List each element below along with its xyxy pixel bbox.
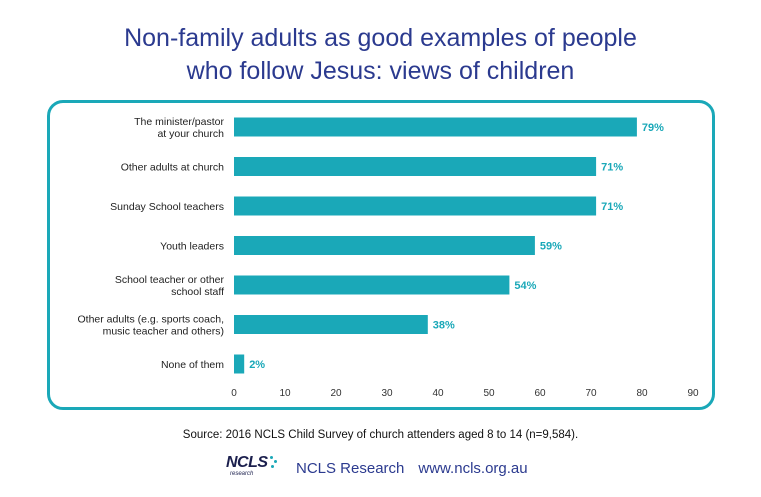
category-label: Other adults at church (121, 162, 224, 174)
category-label: music teacher and others) (103, 326, 224, 338)
category-label: School teacher or other (115, 274, 225, 286)
source-note: Source: 2016 NCLS Child Survey of church… (182, 429, 579, 441)
logo-subtext: research (230, 471, 254, 477)
bar (234, 117, 637, 137)
logo-wordmark: NCLS (226, 454, 268, 471)
category-label: The minister/pastor (134, 116, 224, 128)
x-tick-label: 60 (534, 388, 546, 399)
bar-value-label: 71% (601, 201, 623, 213)
logo-dot (270, 456, 273, 459)
chart-title-line-1: Non-family adults as good examples of pe… (124, 24, 637, 52)
bar-value-label: 2% (249, 359, 265, 371)
category-label: at your church (157, 128, 224, 140)
logo-dot (271, 465, 274, 468)
bar-value-label: 54% (514, 280, 536, 292)
ncls-logo: NCLS research (226, 454, 278, 482)
category-label: Sunday School teachers (110, 201, 224, 213)
x-tick-label: 70 (585, 388, 597, 399)
org-url[interactable]: www.ncls.org.au (418, 459, 528, 477)
x-tick-label: 30 (381, 388, 393, 399)
bar (234, 315, 428, 334)
x-tick-label: 10 (279, 388, 291, 399)
category-label: school staff (171, 286, 224, 298)
x-tick-label: 50 (483, 388, 495, 399)
bar (234, 196, 597, 216)
bar-value-label: 59% (540, 241, 562, 253)
bar-value-label: 79% (642, 122, 664, 134)
x-tick-label: 40 (432, 388, 444, 399)
chart-title-line-2: who follow Jesus: views of children (186, 57, 575, 85)
bar-value-label: 38% (433, 320, 455, 332)
org-name: NCLS Research (296, 459, 405, 477)
bar (234, 354, 245, 374)
category-label: Youth leaders (160, 241, 224, 253)
bar-value-label: 71% (601, 162, 623, 174)
x-tick-label: 0 (231, 388, 237, 399)
footer: NCLS research NCLS Research www.ncls.org… (226, 453, 528, 483)
bar (234, 157, 597, 176)
chart-title: Non-family adults as good examples of pe… (0, 22, 761, 88)
bar (234, 236, 535, 255)
category-label: None of them (161, 359, 224, 371)
x-tick-label: 90 (687, 388, 699, 399)
category-label: Other adults (e.g. sports coach, (78, 314, 225, 326)
chart-frame: 79% The minister/pastor at your church 71% O… (47, 100, 715, 410)
x-tick-label: 80 (636, 388, 648, 399)
bar (234, 275, 510, 295)
x-tick-label: 20 (330, 388, 342, 399)
logo-dot (274, 460, 277, 463)
